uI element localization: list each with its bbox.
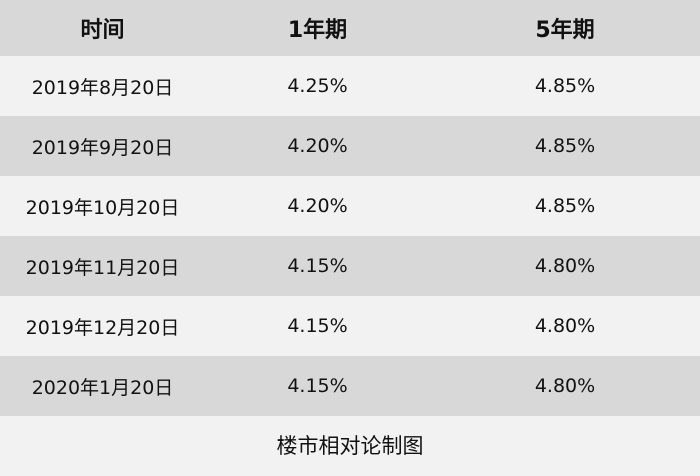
rate-1y-cell: 4.15% <box>287 315 348 337</box>
date-cell: 2020年1月20日 <box>31 376 174 399</box>
header-1-year: 1年期 <box>287 18 348 43</box>
rate-5y-cell: 4.80% <box>534 255 596 277</box>
date-cell: 2019年12月20日 <box>25 316 180 339</box>
lpr-rate-table: 时间 1年期 5年期 2019年8月20日 4.25% 4.85% 2019年9… <box>0 0 700 416</box>
rate-1y-cell: 4.15% <box>287 375 348 397</box>
rate-1y-cell: 4.25% <box>287 75 348 97</box>
rate-5y-cell: 4.85% <box>534 195 596 217</box>
rate-1y-cell: 4.15% <box>287 255 348 277</box>
date-cell: 2019年9月20日 <box>31 136 174 159</box>
rate-1y-cell: 4.20% <box>287 135 348 157</box>
table-row: 2019年8月20日 4.25% 4.85% <box>0 56 700 116</box>
date-cell: 2019年10月20日 <box>25 196 180 219</box>
rate-5y-cell: 4.80% <box>534 315 596 337</box>
source-caption: 楼市相对论制图 <box>0 416 700 476</box>
table-row: 2019年11月20日 4.15% 4.80% <box>0 236 700 296</box>
table-row: 2020年1月20日 4.15% 4.80% <box>0 356 700 416</box>
table-row: 2019年10月20日 4.20% 4.85% <box>0 176 700 236</box>
rate-5y-cell: 4.80% <box>534 375 596 397</box>
header-time: 时间 <box>80 18 125 43</box>
rate-5y-cell: 4.85% <box>534 75 596 97</box>
table-row: 2019年12月20日 4.15% 4.80% <box>0 296 700 356</box>
date-cell: 2019年8月20日 <box>31 76 174 99</box>
header-5-year: 5年期 <box>535 18 595 43</box>
rate-5y-cell: 4.85% <box>534 135 596 157</box>
table-header-row: 时间 1年期 5年期 <box>0 0 700 56</box>
table-row: 2019年9月20日 4.20% 4.85% <box>0 116 700 176</box>
date-cell: 2019年11月20日 <box>25 256 180 279</box>
rate-1y-cell: 4.20% <box>287 195 348 217</box>
